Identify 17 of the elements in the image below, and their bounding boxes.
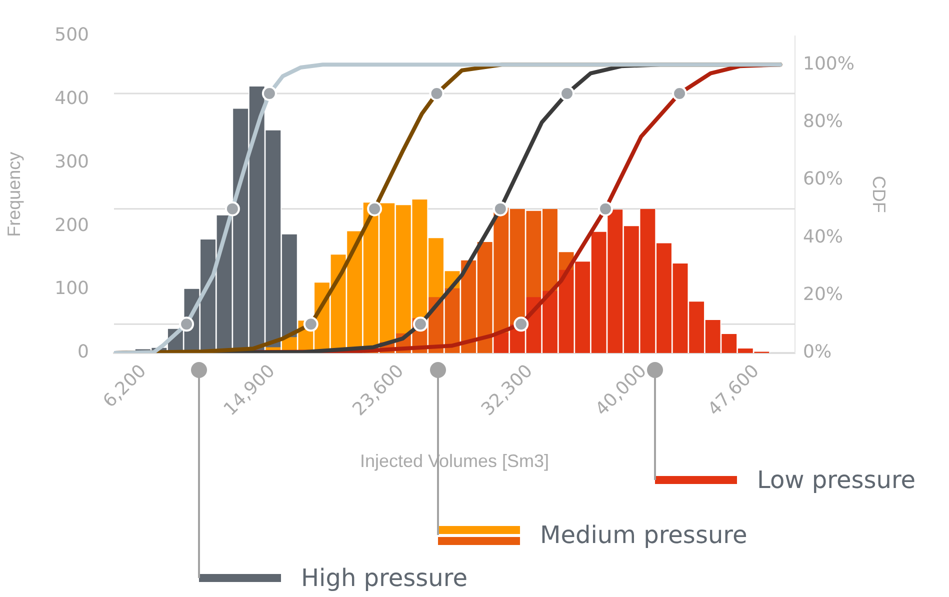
y-tick-label: 300 <box>54 151 89 172</box>
legend-label: Medium pressure <box>540 521 748 549</box>
y2-tick-label: 20% <box>803 284 844 305</box>
y2-tick-label: 60% <box>803 168 844 190</box>
y-tick-label: 500 <box>54 24 89 46</box>
legend-label: High pressure <box>301 564 468 592</box>
y-tick-label: 100 <box>54 278 89 300</box>
y-tick-label: 0 <box>78 342 89 363</box>
legend-label: Low pressure <box>757 466 916 494</box>
y-tick-label: 400 <box>54 88 89 109</box>
y2-axis-title: CDF <box>869 176 890 213</box>
y2-tick-label: 80% <box>803 110 844 132</box>
y2-tick-label: 40% <box>803 226 844 248</box>
y2-tick-label: 0% <box>803 342 832 363</box>
y2-tick-label: 100% <box>803 53 854 74</box>
y-axis-title: Frequency <box>4 152 24 237</box>
y-tick-label: 200 <box>54 214 89 236</box>
